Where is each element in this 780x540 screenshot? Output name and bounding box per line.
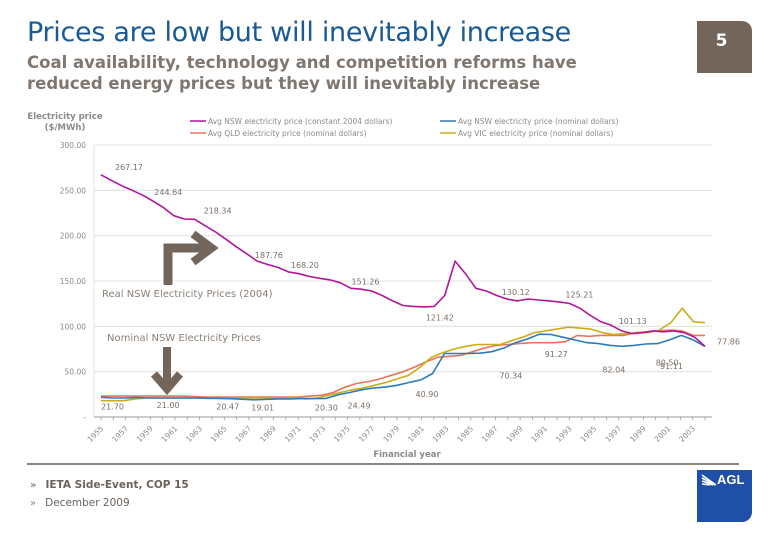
x-tick-label: 1987 [480, 424, 500, 444]
data-label: 24.49 [348, 402, 371, 411]
real-prices-annotation: Real NSW Electricity Prices (2004) [102, 289, 273, 300]
electricity-price-chart: Electricity price ($/MWh) Avg NSW electr… [27, 112, 740, 460]
y-axis: 300.00 250.00 200.00 150.00 100.00 50.00 - [60, 141, 95, 422]
x-tick-label: 1959 [135, 424, 155, 444]
series-line-4 [101, 307, 706, 402]
data-label: 125.21 [565, 290, 593, 299]
page-number: 5 [715, 31, 728, 51]
data-label: 40.90 [415, 390, 438, 399]
data-label: 267.17 [115, 163, 143, 172]
annotations: Real NSW Electricity Prices (2004) Nomin… [102, 230, 273, 396]
subtitle-line-2: reduced energy prices but they will inev… [27, 74, 541, 93]
y-tick-label: - [83, 413, 86, 422]
y-axis-title: Electricity price ($/MWh) [27, 112, 102, 133]
x-tick-label: 1993 [554, 424, 574, 444]
real-price-arrow-head [190, 230, 219, 266]
y-tick-label: 100.00 [60, 322, 86, 331]
series-lines [100, 174, 706, 402]
data-label: 80.50 [656, 359, 679, 368]
bullet-icon: » [30, 498, 37, 509]
x-tick-label: 2001 [653, 424, 673, 444]
x-tick-label: 1999 [628, 424, 648, 444]
data-label: 20.30 [315, 403, 338, 412]
nominal-prices-annotation: Nominal NSW Electricity Prices [107, 333, 261, 344]
slide-subtitle: Coal availability, technology and compet… [27, 52, 577, 94]
x-tick-label: 1979 [381, 424, 401, 444]
sun-rays-icon [701, 474, 717, 486]
footer-item-date: » December 2009 [30, 497, 130, 509]
data-label: 91.27 [545, 350, 568, 359]
x-tick-label: 1981 [406, 424, 426, 444]
y-tick-label: 150.00 [60, 277, 86, 286]
data-label: 20.47 [216, 402, 239, 411]
data-label: 91.11 [660, 362, 683, 371]
y-tick-label: 50.00 [65, 368, 87, 377]
data-label: 151.26 [352, 277, 380, 286]
x-tick-label: 1997 [603, 424, 623, 444]
legend-label: Avg VIC electricity price (nominal dolla… [458, 129, 613, 138]
bullet-icon: » [30, 480, 37, 491]
data-label: 130.12 [502, 288, 530, 297]
data-label: 168.20 [291, 261, 319, 270]
subtitle-line-1: Coal availability, technology and compet… [27, 53, 577, 72]
nominal-price-arrow-head [150, 371, 184, 396]
x-axis: 1955 1957 1959 1961 1963 1965 1967 1969 1971 1973… [86, 416, 712, 444]
legend-label: Avg QLD electricity price (nominal dolla… [208, 129, 367, 138]
x-axis-title: Financial year [373, 450, 441, 460]
data-label: 82.04 [602, 365, 625, 374]
real-price-arrow [163, 243, 205, 285]
x-tick-label: 1983 [431, 424, 451, 444]
x-tick-label: 1975 [332, 424, 352, 444]
series-line-3 [101, 329, 705, 398]
data-label: 77.86 [717, 337, 740, 346]
legend: Avg NSW electricity price (constant 2004… [190, 117, 619, 138]
page-number-badge: 5 [697, 21, 752, 73]
x-tick-label: 1973 [307, 424, 327, 444]
x-tick-label: 1971 [283, 424, 303, 444]
legend-label: Avg NSW electricity price (nominal dolla… [458, 117, 619, 126]
footer-divider [27, 463, 739, 465]
y-tick-label: 200.00 [60, 232, 86, 241]
data-labels: 267.17 244.64 218.34 187.76 168.20 151.26 121.… [101, 163, 740, 413]
x-tick-label: 1955 [86, 424, 106, 444]
x-tick-label: 1991 [529, 424, 549, 444]
footer-event-text: IETA Side-Event, COP 15 [45, 479, 189, 491]
data-label: 19.01 [251, 403, 274, 412]
x-tick-label: 1969 [258, 424, 278, 444]
data-label: 101.13 [619, 317, 647, 326]
x-tick-label: 1963 [184, 424, 204, 444]
y-tick-label: 250.00 [60, 186, 86, 195]
logo-text: AGL [717, 472, 745, 487]
agl-logo: AGL [697, 470, 752, 522]
footer-item-event: » IETA Side-Event, COP 15 [30, 479, 189, 491]
y-tick-label: 300.00 [60, 141, 86, 150]
x-tick-label: 1957 [110, 424, 130, 444]
y-axis-title-line-1: Electricity price [27, 112, 102, 122]
data-label: 21.00 [157, 401, 180, 410]
x-tick-label: 2003 [677, 424, 697, 444]
data-label: 218.34 [204, 206, 232, 215]
x-tick-label: 1967 [233, 424, 253, 444]
x-tick-label: 1961 [160, 424, 180, 444]
legend-label: Avg NSW electricity price (constant 2004… [208, 117, 392, 126]
x-tick-label: 1965 [209, 424, 229, 444]
data-label: 187.76 [255, 251, 283, 260]
data-label: 121.42 [426, 313, 454, 322]
x-tick-label: 1977 [357, 424, 377, 444]
data-label: 21.70 [101, 402, 124, 411]
series-line-2 [100, 333, 706, 401]
gridlines [94, 144, 712, 373]
y-axis-title-line-2: ($/MWh) [45, 123, 86, 133]
slide-title: Prices are low but will inevitably incre… [27, 17, 571, 48]
x-tick-label: 1989 [505, 424, 525, 444]
data-label: 70.34 [499, 372, 522, 381]
data-label: 244.64 [154, 188, 182, 197]
x-tick-label: 1985 [455, 424, 475, 444]
series-line-1 [100, 174, 706, 347]
footer-date-text: December 2009 [45, 497, 130, 509]
x-tick-label: 1995 [579, 424, 599, 444]
